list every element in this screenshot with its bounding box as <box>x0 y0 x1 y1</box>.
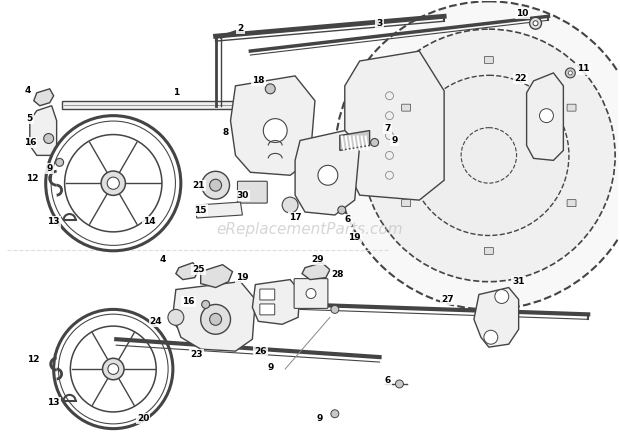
Text: 4: 4 <box>25 86 31 95</box>
Circle shape <box>101 171 125 195</box>
Polygon shape <box>173 282 255 351</box>
Polygon shape <box>295 131 360 215</box>
Text: 20: 20 <box>137 414 149 423</box>
Text: 19: 19 <box>348 233 361 242</box>
Polygon shape <box>302 263 330 279</box>
Circle shape <box>210 179 221 191</box>
Circle shape <box>56 158 64 166</box>
Circle shape <box>409 76 569 236</box>
Text: 16: 16 <box>24 138 36 147</box>
Text: 8: 8 <box>223 128 229 137</box>
Text: 17: 17 <box>289 214 301 223</box>
Text: 29: 29 <box>312 255 324 264</box>
Text: 27: 27 <box>441 295 453 304</box>
FancyBboxPatch shape <box>260 304 275 315</box>
Text: 28: 28 <box>332 270 344 279</box>
Text: 13: 13 <box>47 398 60 407</box>
Circle shape <box>529 17 541 29</box>
Polygon shape <box>30 106 56 155</box>
Polygon shape <box>176 263 199 279</box>
Circle shape <box>108 364 118 375</box>
Circle shape <box>338 206 346 214</box>
Text: 9: 9 <box>267 362 273 372</box>
Polygon shape <box>252 279 300 324</box>
Circle shape <box>318 165 338 185</box>
Circle shape <box>569 71 572 75</box>
Polygon shape <box>345 51 444 200</box>
Circle shape <box>201 304 231 334</box>
Text: 6: 6 <box>345 215 351 224</box>
Text: 10: 10 <box>516 9 529 18</box>
Text: 25: 25 <box>192 265 205 274</box>
Text: 23: 23 <box>190 350 203 358</box>
Text: 13: 13 <box>47 217 60 227</box>
Circle shape <box>396 380 404 388</box>
Circle shape <box>484 330 498 344</box>
Text: 11: 11 <box>577 65 590 73</box>
Text: 12: 12 <box>27 355 40 364</box>
Text: 9: 9 <box>317 414 323 423</box>
Text: 2: 2 <box>237 24 244 33</box>
Text: 5: 5 <box>27 114 33 123</box>
Text: 18: 18 <box>252 76 265 85</box>
Polygon shape <box>33 89 54 106</box>
Circle shape <box>533 21 538 26</box>
Text: 7: 7 <box>384 124 391 133</box>
Circle shape <box>335 1 620 309</box>
Text: 22: 22 <box>515 74 527 83</box>
Text: 14: 14 <box>143 217 156 227</box>
FancyBboxPatch shape <box>402 200 410 207</box>
Text: 30: 30 <box>236 191 249 200</box>
FancyBboxPatch shape <box>402 104 410 111</box>
Polygon shape <box>201 265 232 288</box>
Polygon shape <box>196 202 242 218</box>
Circle shape <box>539 108 554 123</box>
Polygon shape <box>526 73 564 161</box>
Text: 9: 9 <box>46 164 53 173</box>
Circle shape <box>202 300 210 309</box>
Text: 21: 21 <box>192 181 205 190</box>
Circle shape <box>331 306 339 313</box>
FancyBboxPatch shape <box>484 56 494 63</box>
Polygon shape <box>231 76 315 175</box>
Polygon shape <box>340 131 370 151</box>
Text: 24: 24 <box>149 317 162 326</box>
Circle shape <box>264 118 287 142</box>
Polygon shape <box>61 101 265 108</box>
Text: 19: 19 <box>236 273 249 282</box>
Circle shape <box>210 313 221 326</box>
FancyBboxPatch shape <box>260 289 275 300</box>
Circle shape <box>44 134 54 144</box>
Text: 4: 4 <box>160 255 166 264</box>
FancyBboxPatch shape <box>237 181 267 203</box>
Text: 3: 3 <box>376 19 383 28</box>
Text: 6: 6 <box>384 376 391 385</box>
Circle shape <box>107 177 119 189</box>
FancyBboxPatch shape <box>484 247 494 254</box>
Text: eReplacementParts.com: eReplacementParts.com <box>216 222 404 237</box>
Circle shape <box>282 197 298 213</box>
Text: 9: 9 <box>391 136 397 145</box>
Text: 26: 26 <box>254 347 267 355</box>
Circle shape <box>331 410 339 418</box>
FancyBboxPatch shape <box>567 104 576 111</box>
Circle shape <box>565 68 575 78</box>
FancyBboxPatch shape <box>567 200 576 207</box>
Circle shape <box>306 289 316 299</box>
Circle shape <box>202 171 229 199</box>
Circle shape <box>102 358 124 380</box>
Circle shape <box>265 84 275 94</box>
Text: 16: 16 <box>182 297 195 306</box>
Circle shape <box>495 289 509 303</box>
Text: 1: 1 <box>173 88 179 97</box>
Polygon shape <box>474 288 519 347</box>
FancyBboxPatch shape <box>294 279 328 309</box>
Text: 31: 31 <box>512 277 525 286</box>
Text: 12: 12 <box>25 174 38 183</box>
Circle shape <box>168 309 184 326</box>
Circle shape <box>371 138 379 146</box>
Circle shape <box>363 29 615 282</box>
Text: 15: 15 <box>195 206 207 214</box>
